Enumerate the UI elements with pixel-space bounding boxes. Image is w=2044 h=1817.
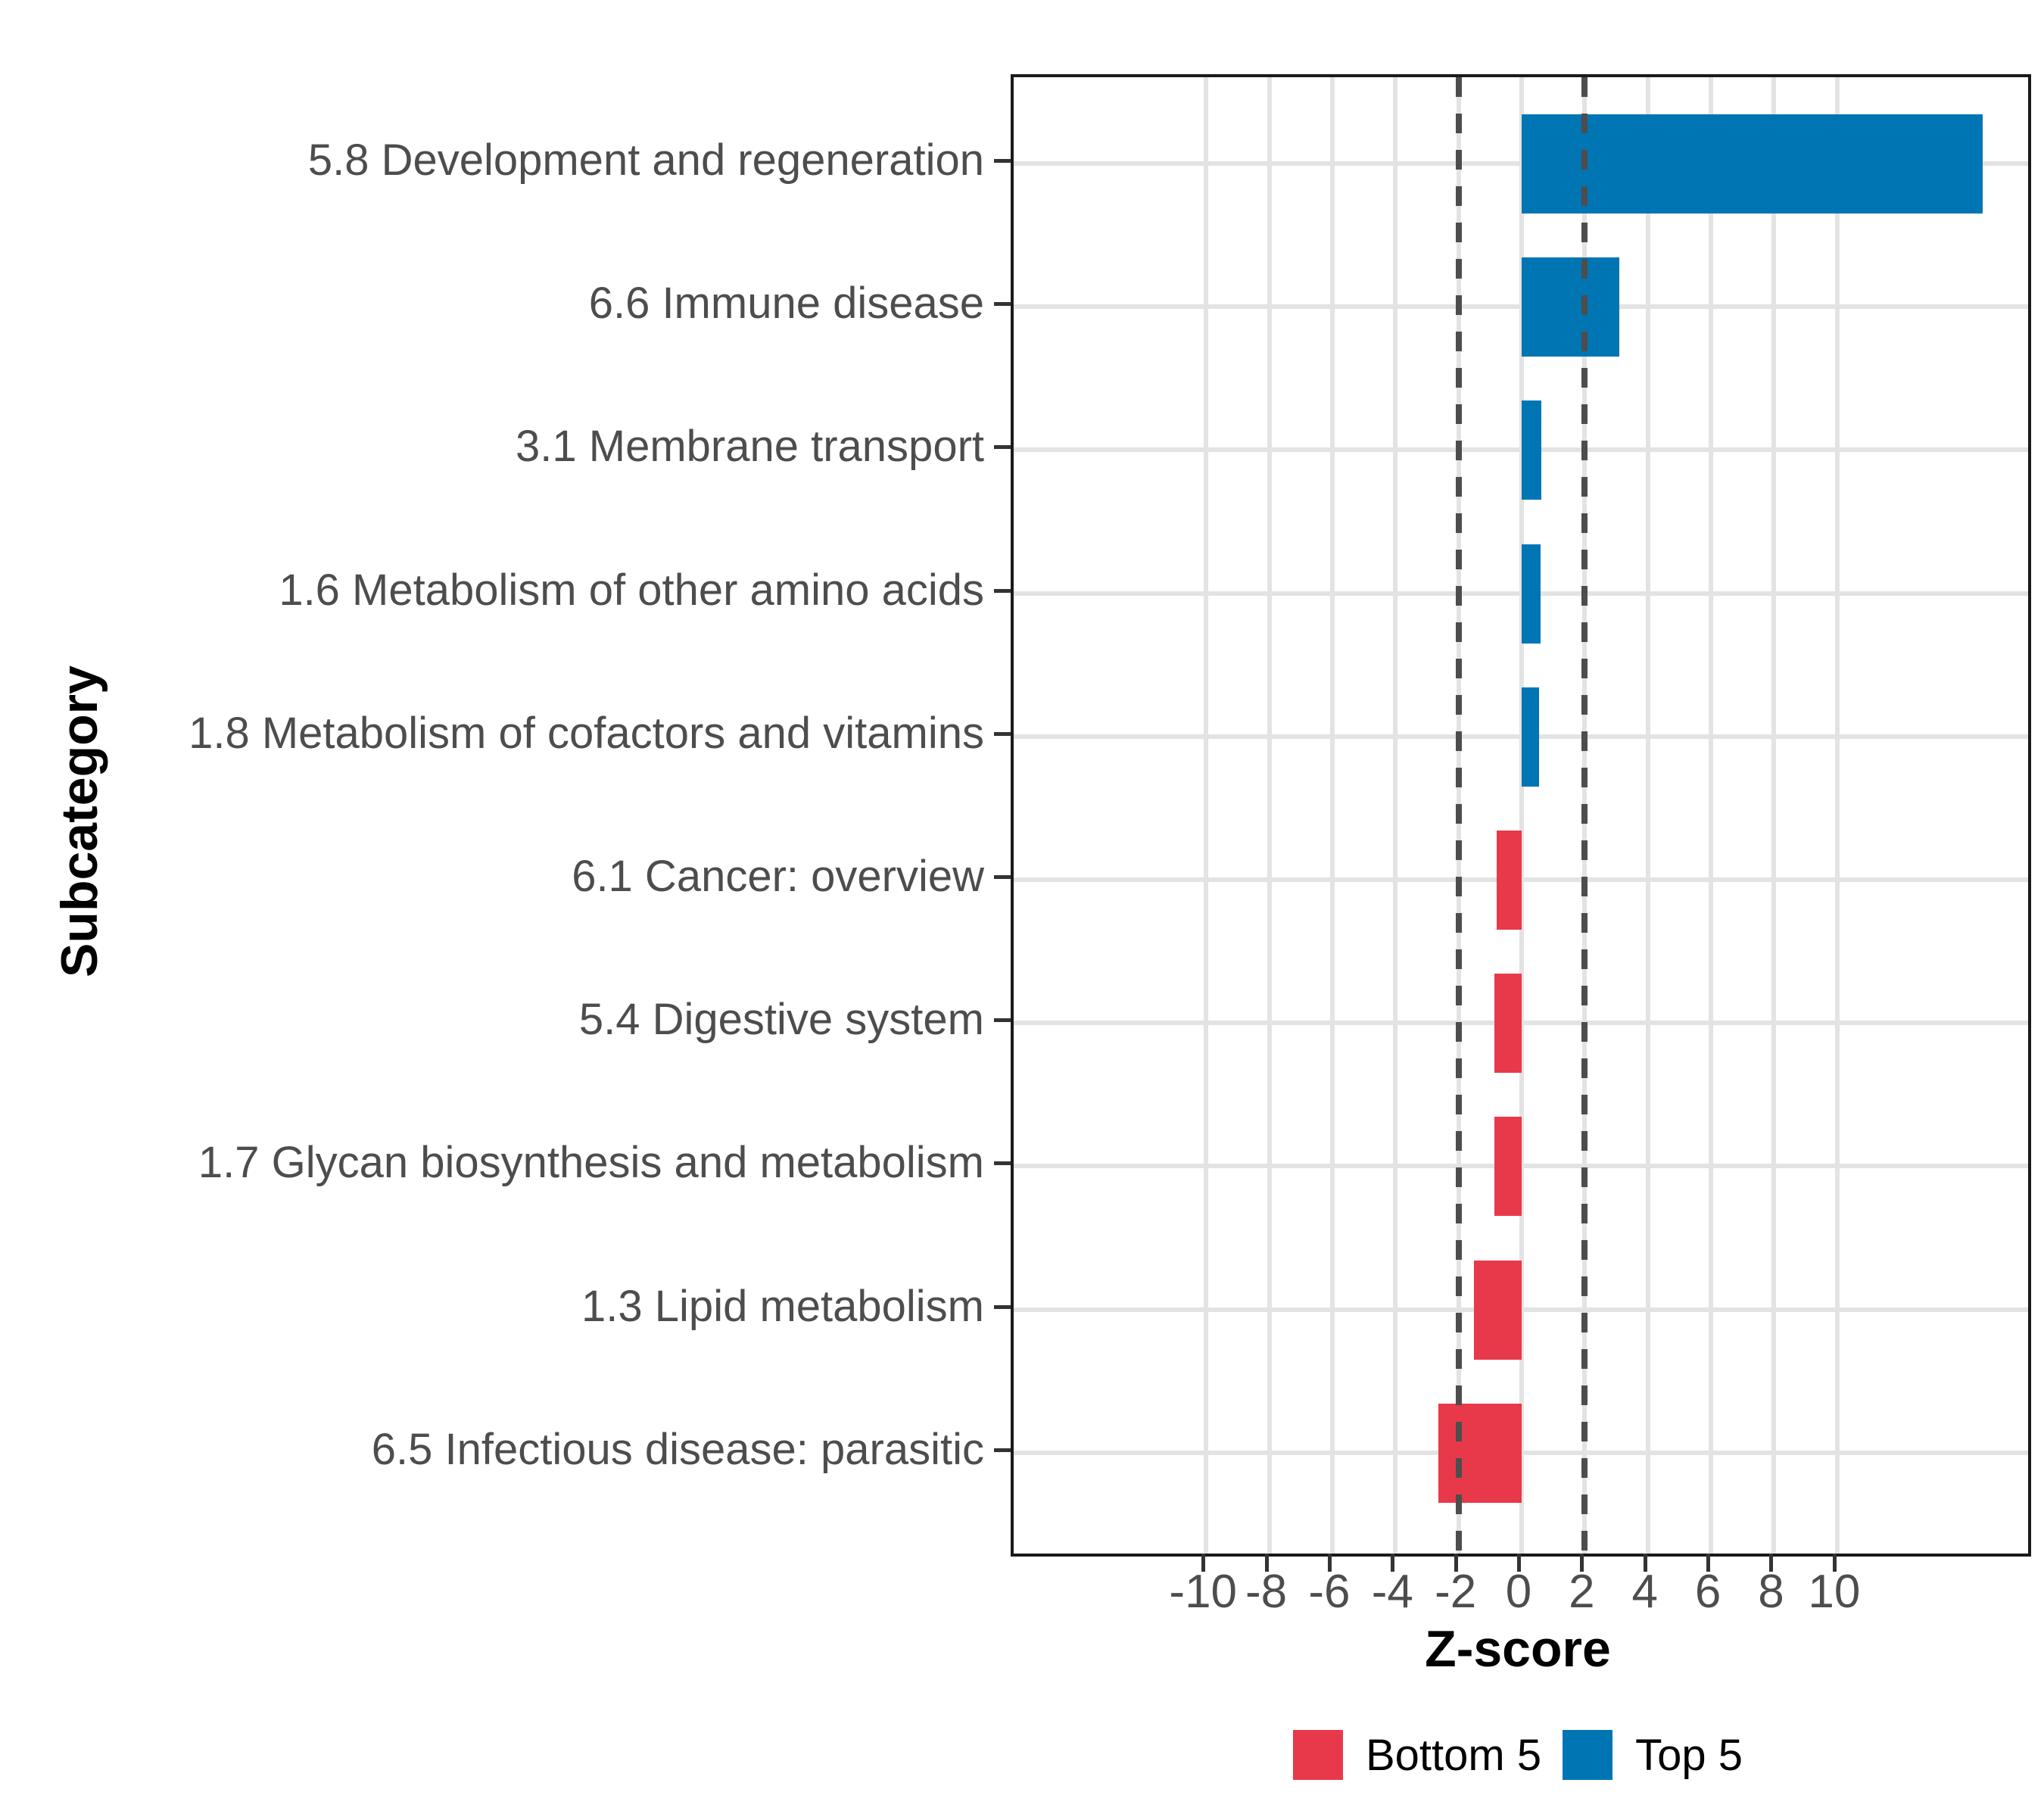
y-axis-tick: [994, 302, 1011, 307]
vertical-gridline: [1834, 77, 1840, 1554]
x-axis-title: Z-score: [1425, 1620, 1611, 1678]
legend-item-bottom-5: Bottom 5: [1292, 1730, 1542, 1781]
bar-1-3-lipid-metabolism: [1474, 1260, 1522, 1360]
x-axis-tick: [1517, 1554, 1522, 1572]
legend-swatch: [1292, 1730, 1343, 1780]
reference-line-z-2: [1455, 77, 1462, 1554]
y-axis-title: Subcategory: [51, 665, 108, 977]
legend-label: Bottom 5: [1365, 1730, 1542, 1780]
category-label: 1.6 Metabolism of other amino acids: [279, 565, 984, 615]
vertical-gridline: [1267, 77, 1272, 1554]
reference-line-z2: [1581, 77, 1588, 1554]
x-axis-tick-label: 4: [1631, 1566, 1658, 1618]
vertical-gridline: [1204, 77, 1209, 1554]
x-axis-tick-label: -6: [1308, 1566, 1351, 1618]
x-axis-tick: [1327, 1554, 1332, 1572]
x-axis-tick: [1391, 1554, 1395, 1572]
bar-6-5-infectious-disease-parasitic: [1438, 1403, 1522, 1503]
y-axis-tick: [994, 445, 1011, 450]
y-axis-tick: [994, 731, 1011, 736]
category-label: 6.6 Immune disease: [588, 279, 984, 329]
y-axis-tick: [994, 159, 1011, 163]
bar-1-7-glycan-biosynthesis-and-metabolism: [1494, 1117, 1522, 1217]
y-axis-tick: [994, 1304, 1011, 1309]
x-axis-tick: [1454, 1554, 1458, 1572]
bar-6-1-cancer-overview: [1497, 831, 1522, 930]
vertical-gridline: [1771, 77, 1777, 1554]
x-axis-tick-label: 2: [1569, 1566, 1595, 1618]
x-axis-tick-label: -8: [1245, 1566, 1288, 1618]
bar-1-6-metabolism-of-other-amino-acids: [1522, 544, 1541, 644]
x-axis-tick-label: 10: [1808, 1566, 1861, 1618]
x-axis-tick-label: -2: [1435, 1566, 1477, 1618]
y-axis-tick: [994, 1018, 1011, 1023]
y-axis-tick: [994, 875, 1011, 879]
category-label: 5.4 Digestive system: [578, 995, 984, 1045]
vertical-gridline: [1393, 77, 1398, 1554]
x-axis-tick: [1264, 1554, 1269, 1572]
bar-5-4-digestive-system: [1494, 974, 1522, 1074]
legend: Bottom 5 Top 5: [1011, 1725, 2025, 1785]
category-label: 6.1 Cancer: overview: [572, 852, 984, 901]
plot-panel: [1011, 74, 2031, 1557]
x-axis-tick: [1201, 1554, 1206, 1572]
vertical-gridline: [1329, 77, 1335, 1554]
x-axis-tick-label: -10: [1169, 1566, 1238, 1618]
legend-swatch: [1563, 1730, 1613, 1780]
category-label: 1.7 Glycan biosynthesis and metabolism: [198, 1138, 984, 1188]
x-axis-tick: [1580, 1554, 1584, 1572]
vertical-gridline: [1709, 77, 1714, 1554]
x-axis-tick: [1832, 1554, 1837, 1572]
legend-item-top-5: Top 5: [1563, 1730, 1743, 1781]
x-axis-tick-label: -4: [1371, 1566, 1413, 1618]
x-axis-tick-label: 6: [1694, 1566, 1722, 1618]
vertical-gridline: [1645, 77, 1650, 1554]
bar-6-6-immune-disease: [1522, 257, 1620, 357]
bar-3-1-membrane-transport: [1522, 400, 1541, 500]
bar-1-8-metabolism-of-cofactors-and-vitamins: [1522, 687, 1539, 787]
x-axis-tick: [1706, 1554, 1711, 1572]
category-label: 1.3 Lipid metabolism: [581, 1281, 984, 1331]
category-label: 5.8 Development and regeneration: [307, 136, 984, 185]
bar-5-8-development-and-regeneration: [1522, 114, 1983, 213]
x-axis-tick-label: 0: [1505, 1566, 1532, 1618]
vertical-gridline: [1519, 77, 1525, 1554]
legend-label: Top 5: [1635, 1730, 1743, 1780]
y-axis-tick: [994, 588, 1011, 593]
x-axis-tick-label: 8: [1758, 1566, 1784, 1618]
category-label: 3.1 Membrane transport: [516, 422, 984, 472]
category-label: 1.8 Metabolism of cofactors and vitamins: [189, 708, 984, 758]
y-axis-tick: [994, 1448, 1011, 1452]
category-label: 6.5 Infectious disease: parasitic: [371, 1424, 984, 1474]
y-axis-tick: [994, 1161, 1011, 1166]
x-axis-tick: [1769, 1554, 1774, 1572]
x-axis-tick: [1643, 1554, 1647, 1572]
